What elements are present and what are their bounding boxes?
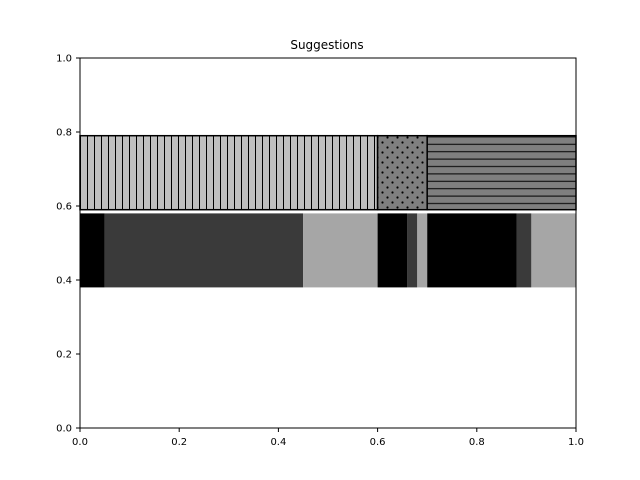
y-tick-label: 0.4: [56, 276, 72, 287]
y-tick-label: 0.8: [56, 128, 72, 139]
bar-layer: [79, 134, 577, 288]
y-tick-label: 0.0: [56, 424, 72, 435]
chart-title: Suggestions: [290, 38, 363, 52]
bar-segment-r1-s7: [516, 213, 532, 288]
bar-segment-r1-s0: [80, 213, 105, 288]
x-tick-label: 0.6: [370, 437, 386, 448]
y-tick-label: 1.0: [56, 54, 72, 65]
bar-hatch-r0-s1: [376, 134, 428, 211]
x-axis: 0.0 0.2 0.4 0.6 0.8 1.0: [72, 428, 584, 448]
bar-segment-r1-s6: [427, 213, 517, 288]
plot-frame: [79, 57, 577, 429]
bar-hatch-r0-s2: [426, 134, 577, 211]
bar-segment-r1-s2: [303, 213, 378, 288]
y-tick-label: 0.6: [56, 202, 72, 213]
bar-segment-r1-s8: [531, 213, 576, 288]
x-tick-label: 1.0: [568, 437, 584, 448]
y-axis: 0.0 0.2 0.4 0.6 0.8 1.0: [56, 54, 80, 435]
x-tick-label: 0.2: [171, 437, 187, 448]
y-tick-label: 0.2: [56, 350, 72, 361]
bar-segment-r1-s4: [407, 213, 418, 288]
bar-hatch-r0-s0: [79, 134, 379, 211]
bar-segment-r1-s1: [104, 213, 304, 288]
x-tick-label: 0.8: [469, 437, 485, 448]
bar-segment-r1-s5: [417, 213, 428, 288]
bar-segment-r1-s3: [377, 213, 408, 288]
x-tick-label: 0.4: [270, 437, 286, 448]
x-tick-label: 0.0: [72, 437, 88, 448]
